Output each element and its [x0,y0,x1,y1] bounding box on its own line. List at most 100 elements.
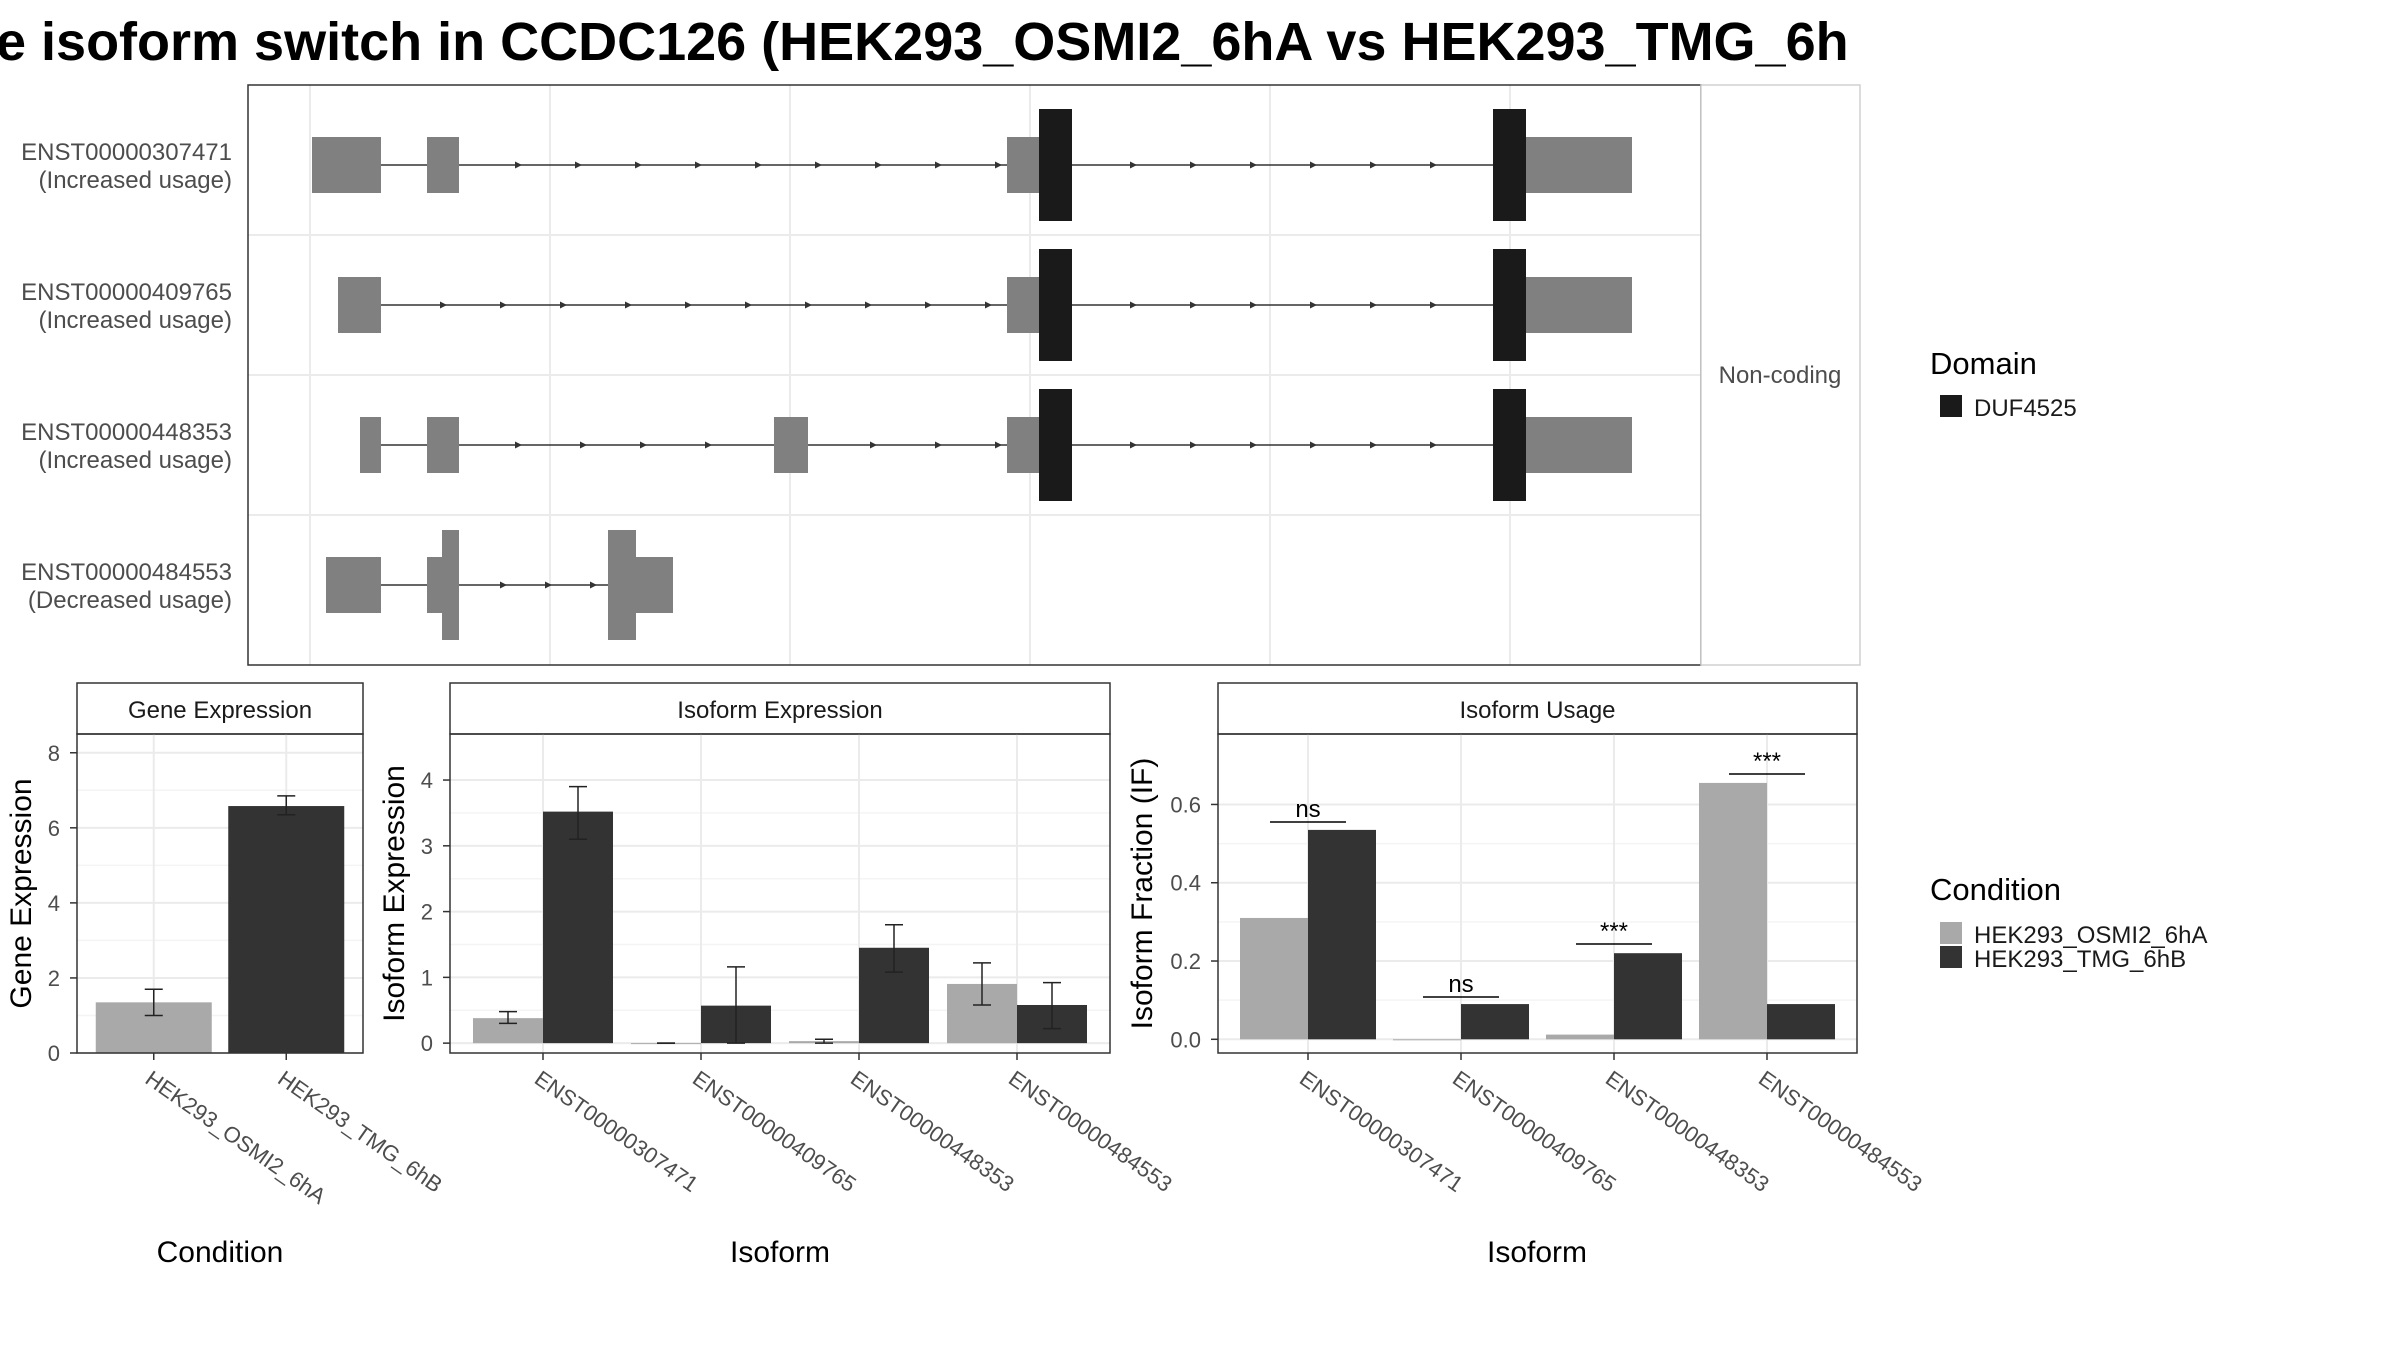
x-tick-label: ENST00000484553 [1754,1066,1927,1197]
exon-utr [1007,277,1043,333]
intron-arrow [635,161,642,169]
exon-utr [1534,277,1632,333]
intron-arrow [815,161,822,169]
significance-label: *** [1600,918,1628,945]
intron-arrow [575,161,582,169]
y-axis-title: Gene Expression [5,778,38,1008]
intron-arrow [875,161,882,169]
y-tick-label: 2 [421,900,433,925]
significance-label: ns [1295,796,1320,823]
intron-arrow [935,161,942,169]
chart-panel-2: Isoform Usage ns ns *** *** 0.0 0.2 0.4 0.6 ENST0… [1126,682,1927,1269]
x-axis-title: Isoform [730,1236,830,1269]
exon-domain-duf4525 [1493,249,1526,361]
exon-domain-duf4525 [1493,109,1526,221]
bar-enst00000484553-0 [1699,782,1767,1040]
intron-arrow [1130,161,1137,169]
intron-arrow [1370,161,1377,169]
intron-arrow [995,441,1002,449]
intron-arrow [870,441,877,449]
exon-utr [427,557,442,613]
strip-box [1217,682,1858,735]
intron-arrow [590,581,597,589]
exon-noncoding [608,530,636,640]
intron-arrow [1310,441,1317,449]
x-tick-label: ENST00000307471 [1295,1066,1468,1197]
intron-arrow [515,161,522,169]
exon-utr [1526,277,1534,333]
y-tick-label: 0.2 [1170,949,1201,974]
intron-arrow [560,301,567,309]
intron-arrow [440,301,447,309]
exon-domain-duf4525 [1039,249,1072,361]
significance-label: ns [1448,971,1473,998]
y-tick-label: 2 [48,966,60,991]
intron-arrow [1250,161,1257,169]
x-tick-label: ENST00000307471 [530,1066,703,1197]
transcript-track-ENST00000448353 [360,389,1632,501]
condition-legend-key-a [1940,922,1962,944]
intron-arrow [1430,161,1437,169]
intron-arrow [1370,441,1377,449]
figure-title: e isoform switch in CCDC126 (HEK293_OSMI… [0,12,1849,72]
exon-utr [427,137,459,193]
domain-legend-key-duf4525 [1940,395,1962,417]
chart-panel-1: Isoform Expression01234ENST00000307471EN… [378,682,1177,1269]
structure-gridlines [248,85,1701,665]
strip-title: Isoform Usage [1459,697,1615,724]
exon-utr [338,277,381,333]
exon-utr [1007,417,1043,473]
intron-arrow [1310,301,1317,309]
exon-utr [1534,417,1632,473]
exon-domain-duf4525 [1039,109,1072,221]
transcript-label-id: ENST00000448353 [21,419,232,446]
intron-arrow [640,441,647,449]
y-tick-label: 4 [48,891,60,916]
intron-arrow [805,301,812,309]
exon-domain-duf4525 [1493,389,1526,501]
strip-title: Isoform Expression [677,697,882,724]
side-strip [1700,84,1861,666]
y-tick-label: 0.6 [1170,792,1201,817]
intron-arrow [1190,161,1197,169]
x-tick-label: ENST00000484553 [1004,1066,1177,1197]
y-tick-label: 1 [421,965,433,990]
transcript-label-usage: (Increased usage) [39,167,232,194]
transcript-track-ENST00000484553 [326,530,673,640]
intron-arrow [685,301,692,309]
y-tick-label: 8 [48,741,60,766]
bar-enst00000307471-1 [1308,829,1376,1040]
condition-legend-key-b [1940,946,1962,968]
panel-border [76,733,364,1054]
intron-arrow [1250,441,1257,449]
intron-arrow [1250,301,1257,309]
intron-arrow [500,581,507,589]
domain-legend-title: Domain [1930,346,2037,381]
condition-legend-label-a: HEK293_OSMI2_6hA [1974,922,2207,949]
transcript-label-id: ENST00000307471 [21,139,232,166]
structure-tracks [312,109,1632,640]
intron-arrow [865,301,872,309]
y-tick-label: 6 [48,816,60,841]
panel-border [1217,733,1858,1054]
intron-arrow [545,581,552,589]
transcript-track-ENST00000409765 [338,249,1632,361]
exon-utr [636,557,673,613]
exon-utr [360,417,381,473]
transcript-track-ENST00000307471 [312,109,1632,221]
intron-arrow [1190,301,1197,309]
intron-arrow [1430,301,1437,309]
transcript-label-usage: (Increased usage) [39,307,232,334]
intron-arrow [985,301,992,309]
exon-domain-duf4525 [1039,389,1072,501]
x-tick-label: ENST00000448353 [1601,1066,1774,1197]
y-tick-label: 0 [48,1041,60,1066]
bar-enst00000409765-1 [1461,1004,1529,1040]
transcript-labels: ENST00000307471(Increased usage)ENST0000… [21,139,232,614]
intron-arrow [705,441,712,449]
transcript-label-id: ENST00000484553 [21,559,232,586]
panel-border [449,733,1111,1054]
x-axis-title: Condition [157,1236,284,1269]
intron-arrow [500,301,507,309]
